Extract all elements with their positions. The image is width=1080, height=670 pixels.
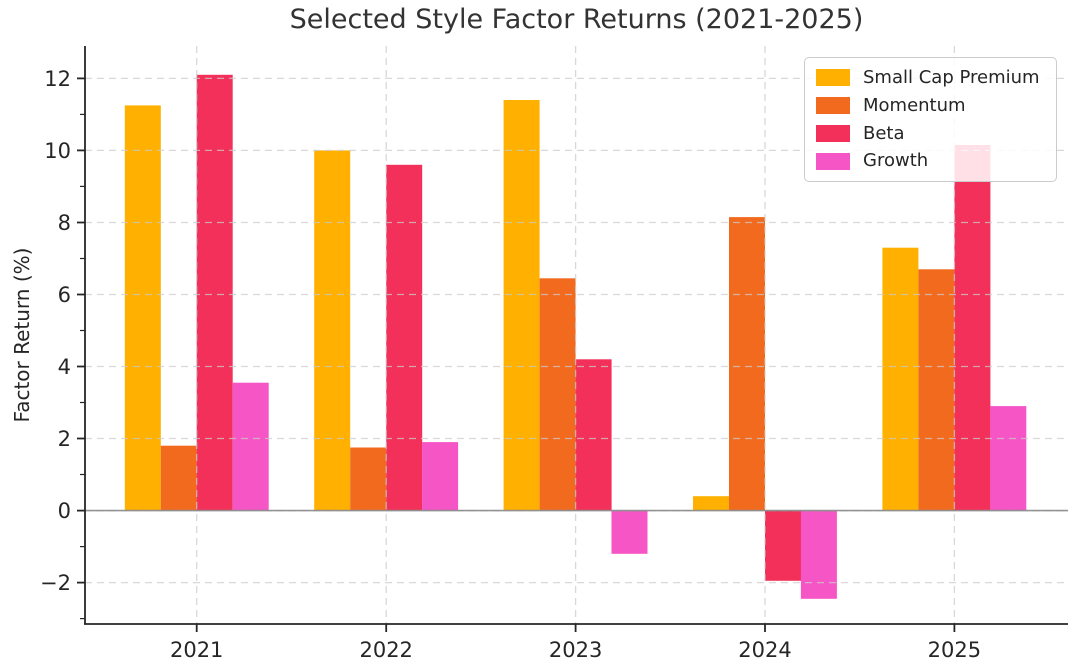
y-tick-label: 6: [58, 283, 71, 307]
chart-title: Selected Style Factor Returns (2021-2025…: [289, 4, 864, 35]
legend-label: Small Cap Premium: [863, 67, 1040, 88]
bar-small-cap-premium-2025: [882, 247, 919, 511]
bar-growth-2021: [232, 382, 269, 511]
bar-momentum-2025: [918, 269, 955, 511]
x-tick-label: 2023: [549, 638, 602, 662]
y-tick-label: 0: [58, 499, 71, 523]
legend-item-momentum: Momentum: [816, 94, 1040, 116]
legend-swatch-momentum: [816, 97, 850, 115]
legend: Small Cap Premium Momentum Beta Growth: [804, 57, 1057, 183]
y-tick-label: −2: [40, 571, 71, 595]
bar-beta-2021: [196, 74, 233, 511]
y-tick-label: 4: [58, 355, 71, 379]
bar-momentum-2023: [539, 278, 576, 511]
x-tick-label: 2021: [170, 638, 223, 662]
x-tick-label: 2024: [738, 638, 791, 662]
y-axis-label: Factor Return (%): [10, 247, 34, 423]
bar-small-cap-premium-2023: [503, 100, 540, 511]
bar-small-cap-premium-2022: [314, 150, 351, 511]
legend-item-growth: Growth: [816, 151, 1040, 171]
legend-swatch-small-cap-premium: [816, 69, 850, 87]
bar-momentum-2021: [160, 445, 197, 511]
bar-beta-2023: [575, 359, 612, 511]
legend-label: Growth: [863, 150, 929, 172]
x-tick-label: 2022: [359, 638, 412, 662]
legend-item-beta: Beta: [816, 122, 1040, 144]
bar-momentum-2022: [350, 447, 387, 511]
bar-beta-2022: [386, 164, 423, 511]
y-tick-label: 10: [44, 139, 71, 163]
bar-growth-2022: [422, 442, 459, 511]
bar-growth-2023: [611, 510, 648, 554]
bar-growth-2025: [990, 406, 1027, 511]
legend-swatch-growth: [816, 152, 850, 170]
legend-swatch-beta: [816, 124, 850, 142]
y-tick-label: 12: [44, 67, 71, 91]
bar-small-cap-premium-2021: [124, 105, 161, 511]
legend-label: Beta: [863, 122, 905, 144]
x-tick-label: 2025: [928, 638, 981, 662]
y-tick-label: 8: [58, 211, 71, 235]
bar-momentum-2024: [729, 217, 765, 511]
bar-beta-2024: [765, 510, 801, 581]
bar-beta-2025: [954, 145, 991, 511]
y-tick-label: 2: [58, 427, 71, 451]
legend-label: Momentum: [863, 94, 966, 116]
bar-small-cap-premium-2024: [693, 496, 729, 511]
bar-growth-2024: [800, 510, 837, 599]
legend-item-small-cap-premium: Small Cap Premium: [816, 68, 1040, 88]
